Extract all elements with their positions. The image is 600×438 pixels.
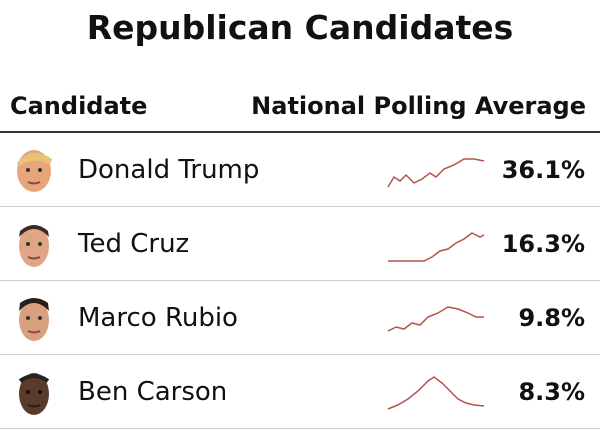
polling-value: 9.8%	[518, 304, 585, 332]
polling-value: 16.3%	[501, 230, 585, 258]
candidate-photo	[19, 225, 49, 267]
table-row: Donald Trump 36.1%	[0, 133, 600, 207]
table-row: Marco Rubio 9.8%	[0, 281, 600, 355]
polling-value: 36.1%	[501, 156, 585, 184]
candidate-name: Donald Trump	[78, 155, 260, 185]
candidate-name: Ben Carson	[78, 377, 228, 407]
row-separator	[0, 428, 600, 429]
candidate-photo	[17, 150, 52, 192]
column-header: National Polling Average	[251, 92, 586, 120]
candidate-photo	[19, 298, 49, 341]
sparkline	[387, 376, 485, 410]
table-row: Ben Carson 8.3%	[0, 355, 600, 429]
sparkline	[388, 232, 485, 262]
candidate-name: Marco Rubio	[78, 303, 238, 333]
polling-value: 8.3%	[518, 378, 585, 406]
row-separator	[0, 280, 600, 281]
candidate-name: Ted Cruz	[78, 229, 190, 259]
column-header: Candidate	[10, 92, 148, 120]
sparkline	[387, 306, 484, 332]
sparkline	[387, 158, 485, 188]
row-separator	[0, 354, 600, 355]
candidate-photo	[18, 373, 50, 415]
header-rule	[0, 131, 600, 133]
table-row: Ted Cruz 16.3%	[0, 207, 600, 281]
title: Republican Candidates	[86, 8, 514, 47]
row-separator	[0, 206, 600, 207]
